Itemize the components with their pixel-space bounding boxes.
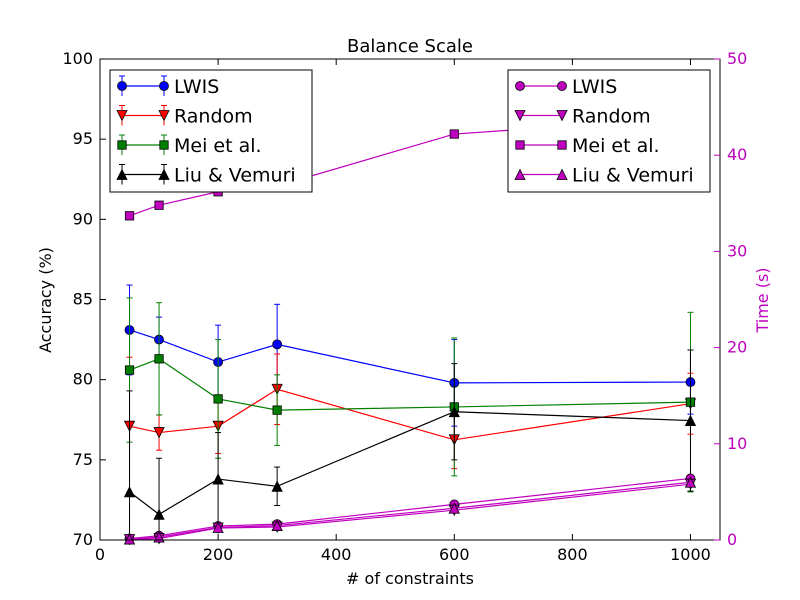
- time-legend-label-random: Random: [572, 106, 651, 128]
- time-line-liu-vemuri: [129, 481, 691, 540]
- y-tick-label: 80: [73, 370, 93, 389]
- accuracy-point-mei-et-al: [154, 354, 164, 364]
- accuracy-point-lwis: [272, 339, 283, 350]
- x-tick-label: 1000: [670, 545, 711, 564]
- time-point-liu-vemuri: [212, 521, 224, 533]
- time-legend-marker-lwis: [557, 81, 567, 91]
- time-legend-marker-liu-vemuri: [514, 168, 526, 180]
- accuracy-point-liu-vemuri: [123, 486, 136, 498]
- accuracy-line-lwis: [129, 329, 691, 384]
- accuracy-point-liu-vemuri: [212, 473, 224, 485]
- y-axis-label: Accuracy (%): [36, 247, 55, 353]
- accuracy-legend-marker-lwis: [117, 81, 127, 91]
- accuracy-legend-marker-lwis: [159, 81, 169, 91]
- time-point-mei-et-al: [154, 200, 164, 210]
- x-tick-label: 800: [557, 545, 588, 564]
- time-legend-marker-random: [556, 110, 568, 122]
- accuracy-line-random: [129, 388, 691, 441]
- y2-axis-label: Time (s): [753, 267, 772, 333]
- accuracy-legend-label-liu-vemuri: Liu & Vemuri: [174, 165, 296, 187]
- accuracy-legend-label-random: Random: [174, 106, 253, 128]
- time-line-lwis: [129, 477, 691, 540]
- y2-tick-label: 50: [727, 49, 747, 68]
- time-legend-marker-random: [514, 110, 526, 122]
- y2-tick-label: 40: [727, 145, 747, 164]
- time-legend-label-mei-et-al: Mei et al.: [572, 135, 660, 157]
- chart-title: Balance Scale: [347, 36, 473, 57]
- time-point-liu-vemuri: [684, 476, 697, 488]
- y2-tick-label: 20: [727, 338, 747, 357]
- x-axis-label: # of constraints: [346, 569, 474, 588]
- accuracy-line-mei-et-al: [129, 358, 691, 411]
- time-point-liu-vemuri: [271, 519, 283, 531]
- accuracy-point-liu-vemuri: [153, 508, 165, 520]
- accuracy-line-liu-vemuri: [129, 411, 691, 516]
- x-tick-label: 600: [439, 545, 470, 564]
- y-tick-label: 90: [73, 209, 93, 228]
- accuracy-legend-label-lwis: LWIS: [174, 76, 219, 98]
- accuracy-legend-marker-random: [158, 110, 170, 122]
- x-tick-label: 0: [95, 545, 105, 564]
- accuracy-legend-marker-mei-et-al: [117, 140, 127, 150]
- y-tick-label: 75: [73, 450, 93, 469]
- y2-tick-label: 10: [727, 434, 747, 453]
- accuracy-point-liu-vemuri: [271, 480, 283, 492]
- y-tick-label: 95: [73, 129, 93, 148]
- time-point-liu-vemuri: [448, 502, 460, 514]
- plot-area: 0 200 400 600 800 100070758085909510001020304…: [62, 49, 747, 564]
- legends: LWIS Random Mei et al. Liu & Vemuri LWIS Rand…: [109, 69, 711, 193]
- accuracy-legend-marker-liu-vemuri: [158, 168, 170, 180]
- y2-tick-label: 30: [727, 241, 747, 260]
- time-legend-label-lwis: LWIS: [572, 76, 617, 98]
- accuracy-point-mei-et-al: [272, 405, 282, 415]
- time-line-random: [129, 483, 691, 541]
- time-legend-label-liu-vemuri: Liu & Vemuri: [572, 165, 694, 187]
- y-tick-label: 85: [73, 290, 93, 309]
- accuracy-point-mei-et-al: [124, 365, 135, 375]
- accuracy-legend-marker-random: [116, 110, 128, 122]
- accuracy-point-mei-et-al: [213, 394, 223, 404]
- time-legend-marker-mei-et-al: [515, 140, 525, 150]
- accuracy-point-liu-vemuri: [448, 405, 460, 418]
- time-legend-marker-mei-et-al: [557, 140, 567, 150]
- y-tick-label: 70: [73, 530, 93, 549]
- x-tick-label: 200: [203, 545, 234, 564]
- accuracy-legend-marker-mei-et-al: [159, 140, 169, 150]
- time-point-liu-vemuri: [123, 533, 136, 545]
- accuracy-legend-label-mei-et-al: Mei et al.: [174, 135, 262, 157]
- accuracy-point-random: [153, 427, 165, 439]
- accuracy-legend-box: [109, 69, 313, 193]
- time-legend-box: [507, 69, 711, 193]
- accuracy-point-liu-vemuri: [684, 414, 697, 426]
- y2-tick-label: 0: [727, 530, 737, 549]
- time-legend-marker-lwis: [515, 81, 525, 91]
- time-legend-marker-liu-vemuri: [556, 168, 568, 180]
- time-point-mei-et-al: [449, 129, 459, 139]
- y-tick-label: 100: [62, 49, 93, 68]
- accuracy-legend-marker-liu-vemuri: [116, 168, 128, 180]
- time-point-mei-et-al: [124, 211, 135, 221]
- x-tick-label: 400: [321, 545, 352, 564]
